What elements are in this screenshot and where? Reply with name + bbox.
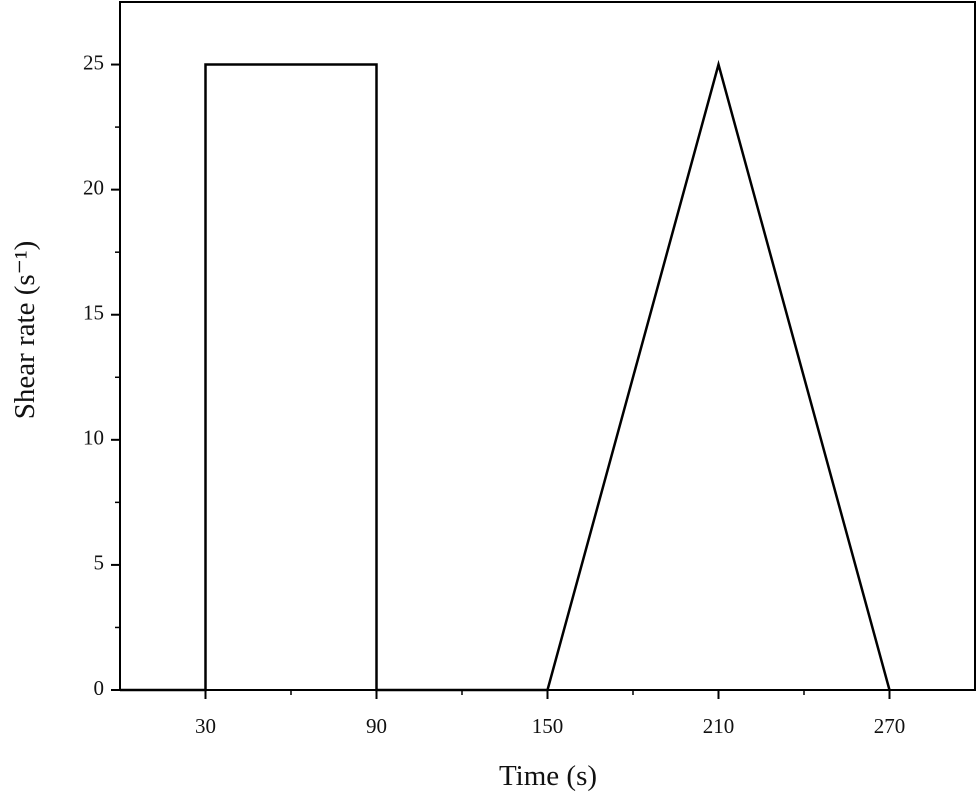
plot-frame (119, 1, 976, 691)
y-tick-label: 5 (94, 551, 105, 575)
y-tick-label: 15 (83, 301, 104, 325)
x-tick-label: 210 (703, 714, 735, 738)
y-axis-title: Shear rate (s⁻¹) (9, 241, 41, 420)
x-tick-label: 150 (532, 714, 564, 738)
y-tick-label: 20 (83, 175, 104, 199)
y-tick-label: 0 (94, 676, 105, 700)
x-tick-label: 90 (366, 714, 387, 738)
x-tick-label: 30 (195, 714, 216, 738)
y-tick-label: 10 (83, 426, 104, 450)
x-axis-title: Time (s) (499, 760, 597, 792)
y-tick-label: 25 (83, 50, 104, 74)
x-tick-label: 270 (874, 714, 906, 738)
line-series (120, 59, 891, 692)
